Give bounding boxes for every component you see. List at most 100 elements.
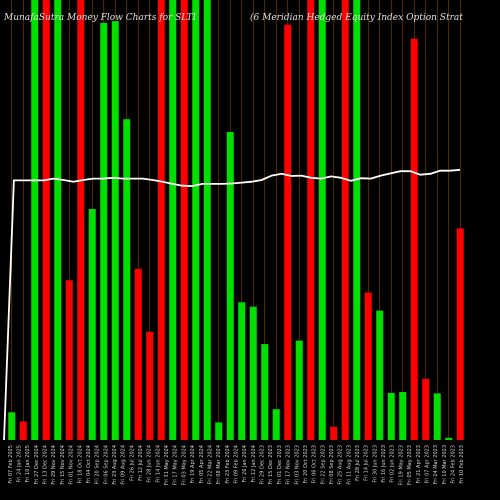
x-tick-label: Fri 03 May 2024 (181, 445, 187, 485)
x-tick-label: Fri 03 Nov 2023 (294, 445, 300, 485)
bar (376, 310, 384, 440)
bar (19, 421, 27, 440)
x-tick-label: Fri 20 Sep 2024 (95, 445, 101, 484)
bar (42, 0, 50, 440)
x-tick-label: Fri 17 Nov 2023 (286, 445, 292, 485)
x-tick-label: Fri 12 Jul 2024 (138, 445, 144, 481)
bar (77, 0, 85, 440)
x-tick-label: Fri 05 May 2023 (407, 445, 413, 485)
bar (456, 228, 464, 440)
chart-title-left: MunafaSutra Money Flow Charts for SLTI (3, 13, 197, 23)
bar (192, 0, 200, 440)
bar (364, 292, 372, 440)
x-tick-label: Fri 10 Jan 2025 (25, 445, 31, 483)
x-tick-label: Fri 26 Jul 2024 (129, 445, 135, 481)
bar (65, 280, 73, 440)
bar (157, 0, 165, 440)
chart-title-right: (6 Meridian Hedged Equity Index Option S… (250, 12, 463, 23)
x-tick-label: Fri 05 Apr 2024 (199, 445, 205, 483)
bar (284, 24, 292, 440)
x-tick-label: Fri 01 Nov 2024 (69, 445, 75, 485)
bar (353, 0, 361, 440)
bar (341, 0, 349, 440)
bar (88, 209, 96, 440)
x-tick-label: Fri 10 Feb 2023 (459, 445, 465, 484)
x-tick-label: Fri 26 Jan 2024 (242, 445, 248, 483)
bar (180, 0, 188, 440)
x-tick-label: Fri 10 Mar 2023 (442, 445, 448, 484)
bar (146, 331, 154, 440)
bar (387, 392, 395, 440)
x-tick-label: Fri 28 Jul 2023 (355, 445, 361, 481)
x-tick-label: Fri 27 Dec 2024 (34, 445, 40, 485)
x-tick-label: Fri 24 Mar 2023 (433, 445, 439, 484)
bar (330, 426, 338, 440)
bar (433, 393, 441, 440)
bar (111, 21, 119, 441)
x-tick-labels: Fri 07 Feb 2025 Fri 24 Jan 2025 Fri 10 Jan… (8, 445, 465, 485)
x-tick-label: Fri 15 Dec 2023 (268, 445, 274, 485)
x-tick-label: Fri 07 Apr 2023 (424, 445, 430, 483)
bar (307, 0, 315, 440)
bar (31, 0, 39, 440)
bar (134, 268, 142, 440)
flow-line (3, 168, 461, 441)
x-tick-label: Fri 17 May 2024 (173, 445, 179, 485)
bar (295, 340, 303, 440)
x-tick-label: Fri 20 Oct 2023 (303, 445, 309, 483)
x-tick-label: Fri 04 Oct 2024 (86, 445, 92, 483)
x-tick-label: Fri 08 Sep 2023 (329, 445, 335, 484)
x-tick-label: Fri 07 Feb 2025 (8, 445, 14, 484)
x-tick-label: Fri 24 Jan 2025 (17, 445, 23, 483)
bar (399, 392, 407, 440)
x-tick-label: Fri 02 Jun 2023 (390, 445, 396, 483)
bar (410, 38, 418, 440)
bar (100, 22, 108, 440)
x-tick-label: Fri 29 Nov 2024 (51, 445, 57, 485)
bar (8, 412, 16, 440)
bar (318, 0, 326, 440)
bar (249, 306, 257, 440)
bars-group (8, 0, 464, 441)
bar (238, 302, 246, 440)
bar (123, 119, 131, 441)
bar (54, 0, 62, 440)
x-tick-label: Fri 28 Jun 2024 (147, 445, 153, 483)
x-tick-label: Fri 13 Dec 2024 (43, 445, 49, 485)
x-tick-label: Fri 31 May 2024 (164, 445, 170, 485)
x-tick-label: Fri 23 Feb 2024 (225, 445, 231, 484)
bar (203, 0, 211, 440)
bar (215, 422, 223, 440)
x-tick-label: Fri 08 Mar 2024 (216, 445, 222, 484)
x-tick-label: Fri 14 Jul 2023 (364, 445, 370, 481)
x-tick-label: Fri 01 Dec 2023 (277, 445, 283, 485)
x-tick-label: Fri 12 Jan 2024 (251, 445, 257, 483)
x-tick-label: Fri 06 Sep 2024 (103, 445, 109, 484)
flow-line-group (3, 168, 461, 441)
x-tick-label: Fri 18 Oct 2024 (77, 445, 83, 483)
x-tick-label: Fri 30 Jun 2023 (372, 445, 378, 483)
bar (445, 437, 453, 440)
x-tick-label: Fri 19 May 2023 (398, 445, 404, 485)
bar (422, 378, 430, 440)
x-tick-label: Fri 23 Aug 2024 (112, 445, 118, 485)
bar (226, 132, 234, 440)
bar (272, 409, 280, 440)
x-tick-label: Fri 21 Apr 2023 (416, 445, 422, 483)
x-tick-label: Fri 15 Nov 2024 (60, 445, 66, 485)
x-tick-label: Fri 22 Mar 2024 (208, 445, 214, 484)
x-tick-label: Fri 06 Oct 2023 (312, 445, 318, 483)
x-tick-label: Fri 24 Feb 2023 (451, 445, 457, 484)
x-tick-label: Fri 16 Jun 2023 (381, 445, 387, 483)
bar (261, 344, 269, 440)
x-tick-label: Fri 09 Feb 2024 (234, 445, 240, 484)
x-tick-label: Fri 14 Jun 2024 (155, 445, 161, 483)
x-tick-label: Fri 09 Aug 2024 (121, 445, 127, 485)
x-tick-label: Fri 22 Sep 2023 (320, 445, 326, 484)
x-tick-label: Fri 25 Aug 2023 (338, 445, 344, 485)
bar (169, 0, 177, 440)
x-tick-label: Fri 29 Dec 2023 (260, 445, 266, 485)
x-tick-label: Fri 11 Aug 2023 (346, 445, 352, 485)
x-tick-label: Fri 19 Apr 2024 (190, 445, 196, 483)
